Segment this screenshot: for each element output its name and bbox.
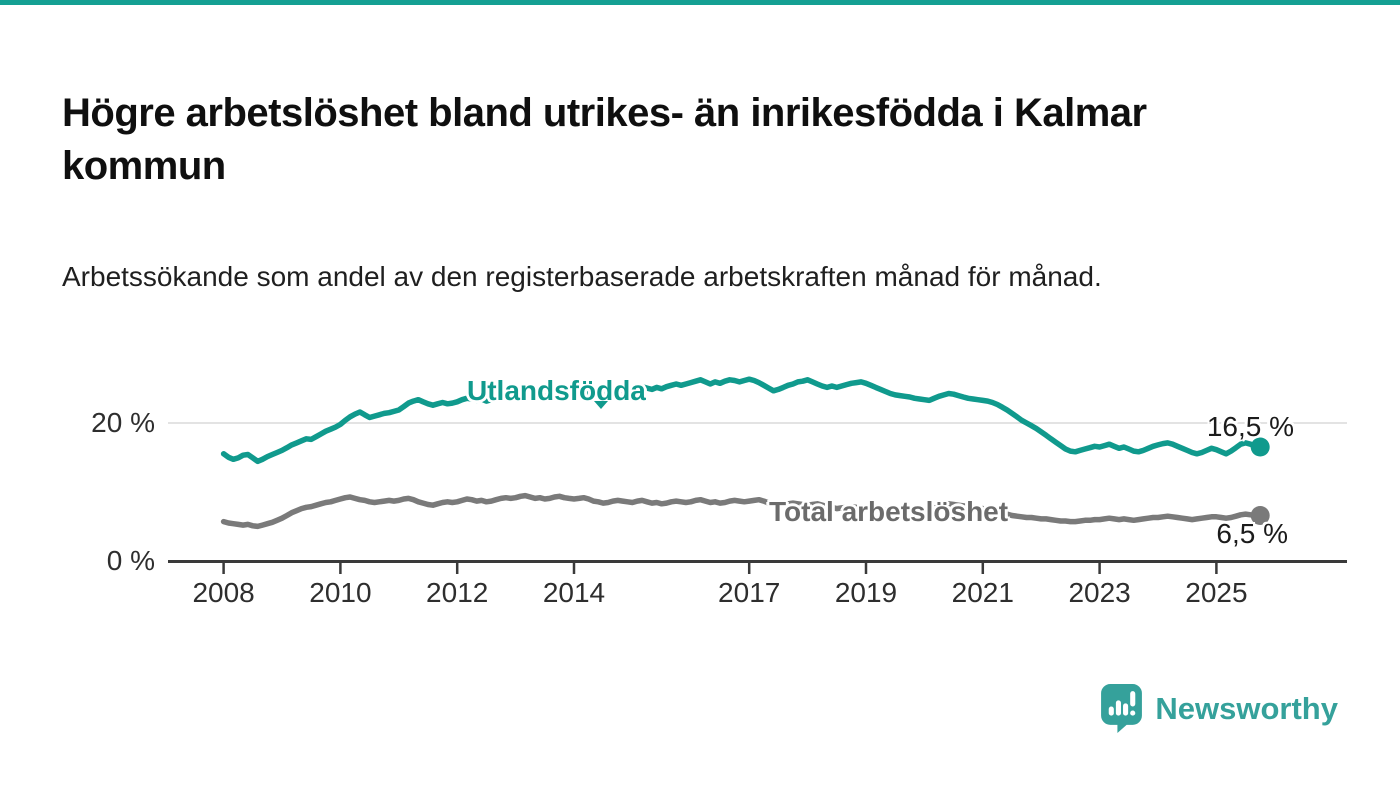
y-axis-label-20: 20 % xyxy=(91,407,155,438)
x-tick-label: 2019 xyxy=(835,577,897,608)
x-tick-label: 2025 xyxy=(1185,577,1247,608)
newsworthy-logo-text: Newsworthy xyxy=(1155,691,1338,726)
series-end-dot-total xyxy=(1250,505,1270,525)
x-tick-label: 2017 xyxy=(718,577,780,608)
top-accent-bar xyxy=(0,0,1400,5)
x-tick-label: 2014 xyxy=(543,577,605,608)
x-tick-label: 2023 xyxy=(1068,577,1130,608)
end-value-label-total: 6,5 % xyxy=(1216,518,1288,549)
x-tick-label: 2012 xyxy=(426,577,488,608)
x-tick-label: 2008 xyxy=(192,577,254,608)
x-tick-label: 2021 xyxy=(952,577,1014,608)
newsworthy-logo: Newsworthy xyxy=(1101,684,1338,733)
series-line-utlandsfodda xyxy=(220,376,1263,465)
chart-title: Högre arbetslöshet bland utrikes- än inr… xyxy=(62,90,1147,188)
y-axis-label-0: 0 % xyxy=(106,545,155,576)
x-tick-label: 2010 xyxy=(309,577,371,608)
series-label-utlandsfodda: Utlandsfödda xyxy=(467,375,646,406)
chart-subtitle: Arbetssökande som andel av den registerb… xyxy=(62,261,1102,292)
utlandsfodda-label-pointer xyxy=(594,401,608,409)
newsworthy-logo-icon xyxy=(1101,684,1143,733)
end-value-label-utlandsfodda: 16,5 % xyxy=(1206,411,1294,442)
series-label-total-arbetsloshet: Total arbetslöshet xyxy=(769,496,1009,527)
series-line-total xyxy=(220,492,1263,530)
series-end-dot-utlandsfodda xyxy=(1250,437,1270,457)
